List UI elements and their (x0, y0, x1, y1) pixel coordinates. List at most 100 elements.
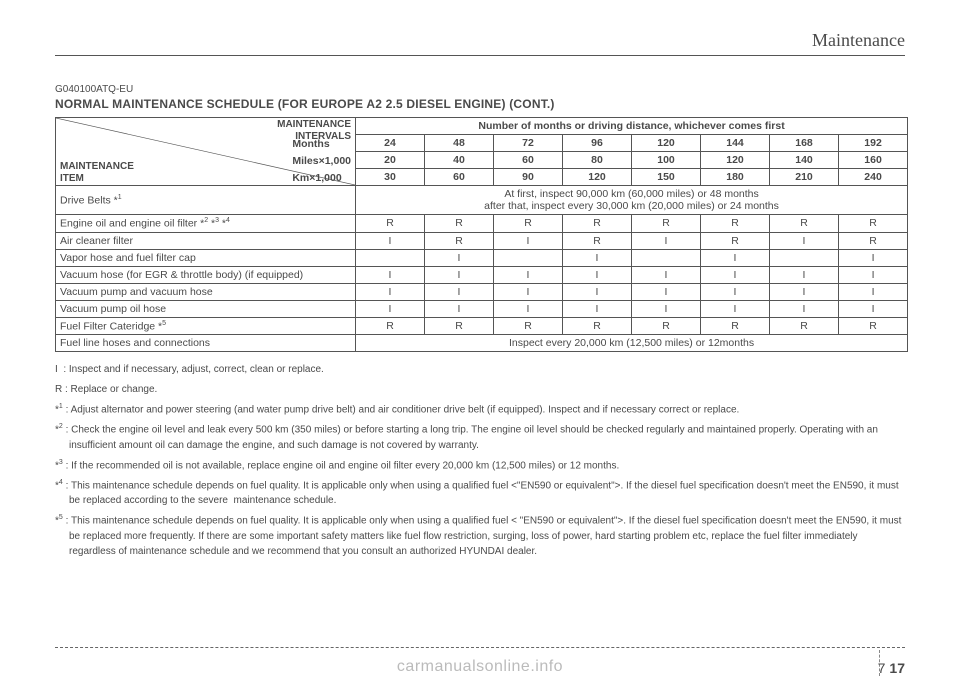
note-line: *3 : If the recommended oil is not avail… (55, 458, 905, 473)
value-cell: I (425, 249, 494, 266)
value-cell (770, 249, 839, 266)
unit-cell: 40 (425, 152, 494, 169)
note-line: I : Inspect and if necessary, adjust, co… (55, 362, 905, 377)
unit-cell: 24 (356, 135, 425, 152)
value-cell: R (494, 317, 563, 335)
value-cell: I (701, 283, 770, 300)
section-number: 7 (878, 660, 886, 676)
page-title: NORMAL MAINTENANCE SCHEDULE (FOR EUROPE … (55, 97, 905, 111)
unit-cell: 60 (425, 169, 494, 186)
item-label: Vacuum hose (for EGR & throttle body) (i… (56, 266, 356, 283)
value-cell: I (563, 266, 632, 283)
unit-cell: 60 (494, 152, 563, 169)
unit-cell: 150 (632, 169, 701, 186)
note-line: *5 : This maintenance schedule depends o… (55, 513, 905, 558)
value-cell: I (425, 266, 494, 283)
value-cell: R (563, 232, 632, 249)
value-cell: I (632, 232, 701, 249)
value-cell: R (563, 317, 632, 335)
unit-row-label: Km×1,000 (292, 170, 351, 187)
value-cell: R (839, 232, 908, 249)
unit-cell: 168 (770, 135, 839, 152)
corner-cell: MAINTENANCEINTERVALSMAINTENANCEITEMMonth… (56, 118, 356, 186)
unit-cell: 48 (425, 135, 494, 152)
page-digits: 17 (889, 660, 905, 676)
value-cell: R (839, 317, 908, 335)
interval-header: Number of months or driving distance, wh… (356, 118, 908, 135)
value-cell: I (425, 283, 494, 300)
unit-cell: 80 (563, 152, 632, 169)
value-cell: I (494, 300, 563, 317)
value-cell (632, 249, 701, 266)
notes-block: I : Inspect and if necessary, adjust, co… (55, 362, 905, 559)
unit-cell: 140 (770, 152, 839, 169)
value-cell: I (356, 266, 425, 283)
value-cell: I (701, 300, 770, 317)
note-line: *4 : This maintenance schedule depends o… (55, 478, 905, 508)
value-cell: R (632, 317, 701, 335)
value-cell: R (563, 215, 632, 233)
unit-cell: 192 (839, 135, 908, 152)
item-label: Vacuum pump and vacuum hose (56, 283, 356, 300)
unit-cell: 100 (632, 152, 701, 169)
item-label: Fuel Filter Cateridge *5 (56, 317, 356, 335)
footer-rule (55, 647, 905, 648)
unit-cell: 72 (494, 135, 563, 152)
value-cell: I (839, 249, 908, 266)
unit-row-label: Months (292, 136, 351, 153)
value-cell: R (425, 232, 494, 249)
unit-cell: 96 (563, 135, 632, 152)
section-header: Maintenance (55, 30, 905, 56)
value-cell: I (494, 283, 563, 300)
value-cell: I (563, 249, 632, 266)
unit-cell: 30 (356, 169, 425, 186)
unit-cell: 20 (356, 152, 425, 169)
note-line: *2 : Check the engine oil level and leak… (55, 422, 905, 452)
value-cell: R (494, 215, 563, 233)
item-label: Vacuum pump oil hose (56, 300, 356, 317)
value-cell: I (770, 283, 839, 300)
value-cell: R (770, 317, 839, 335)
unit-cell: 240 (839, 169, 908, 186)
item-label: Vapor hose and fuel filter cap (56, 249, 356, 266)
value-cell: I (356, 283, 425, 300)
value-cell (494, 249, 563, 266)
value-cell: I (632, 283, 701, 300)
item-label: Fuel line hoses and connections (56, 335, 356, 352)
value-cell: R (770, 215, 839, 233)
note-line: R : Replace or change. (55, 382, 905, 397)
unit-cell: 160 (839, 152, 908, 169)
value-cell: R (356, 215, 425, 233)
value-cell: R (839, 215, 908, 233)
watermark: carmanualsonline.info (397, 658, 563, 676)
note-line: *1 : Adjust alternator and power steerin… (55, 402, 905, 417)
unit-cell: 180 (701, 169, 770, 186)
value-cell: R (632, 215, 701, 233)
value-cell: I (494, 266, 563, 283)
value-cell: R (425, 215, 494, 233)
value-cell: R (701, 232, 770, 249)
item-label: Engine oil and engine oil filter *2 *3 *… (56, 215, 356, 233)
unit-cell: 120 (632, 135, 701, 152)
unit-row-label: Miles×1,000 (292, 153, 351, 170)
value-cell: I (425, 300, 494, 317)
item-label: Drive Belts *1 (56, 186, 356, 215)
document-code: G040100ATQ-EU (55, 84, 905, 95)
maintenance-table: MAINTENANCEINTERVALSMAINTENANCEITEMMonth… (55, 117, 908, 352)
value-cell: R (356, 317, 425, 335)
value-cell: R (701, 215, 770, 233)
value-cell: I (839, 283, 908, 300)
value-cell: I (839, 300, 908, 317)
unit-cell: 210 (770, 169, 839, 186)
value-cell: I (770, 300, 839, 317)
unit-cell: 144 (701, 135, 770, 152)
value-cell: I (701, 249, 770, 266)
unit-cell: 120 (701, 152, 770, 169)
value-cell: I (632, 300, 701, 317)
value-cell: R (425, 317, 494, 335)
value-cell: I (356, 300, 425, 317)
value-cell: I (563, 300, 632, 317)
value-cell: I (770, 266, 839, 283)
item-label: Air cleaner filter (56, 232, 356, 249)
value-cell: I (563, 283, 632, 300)
